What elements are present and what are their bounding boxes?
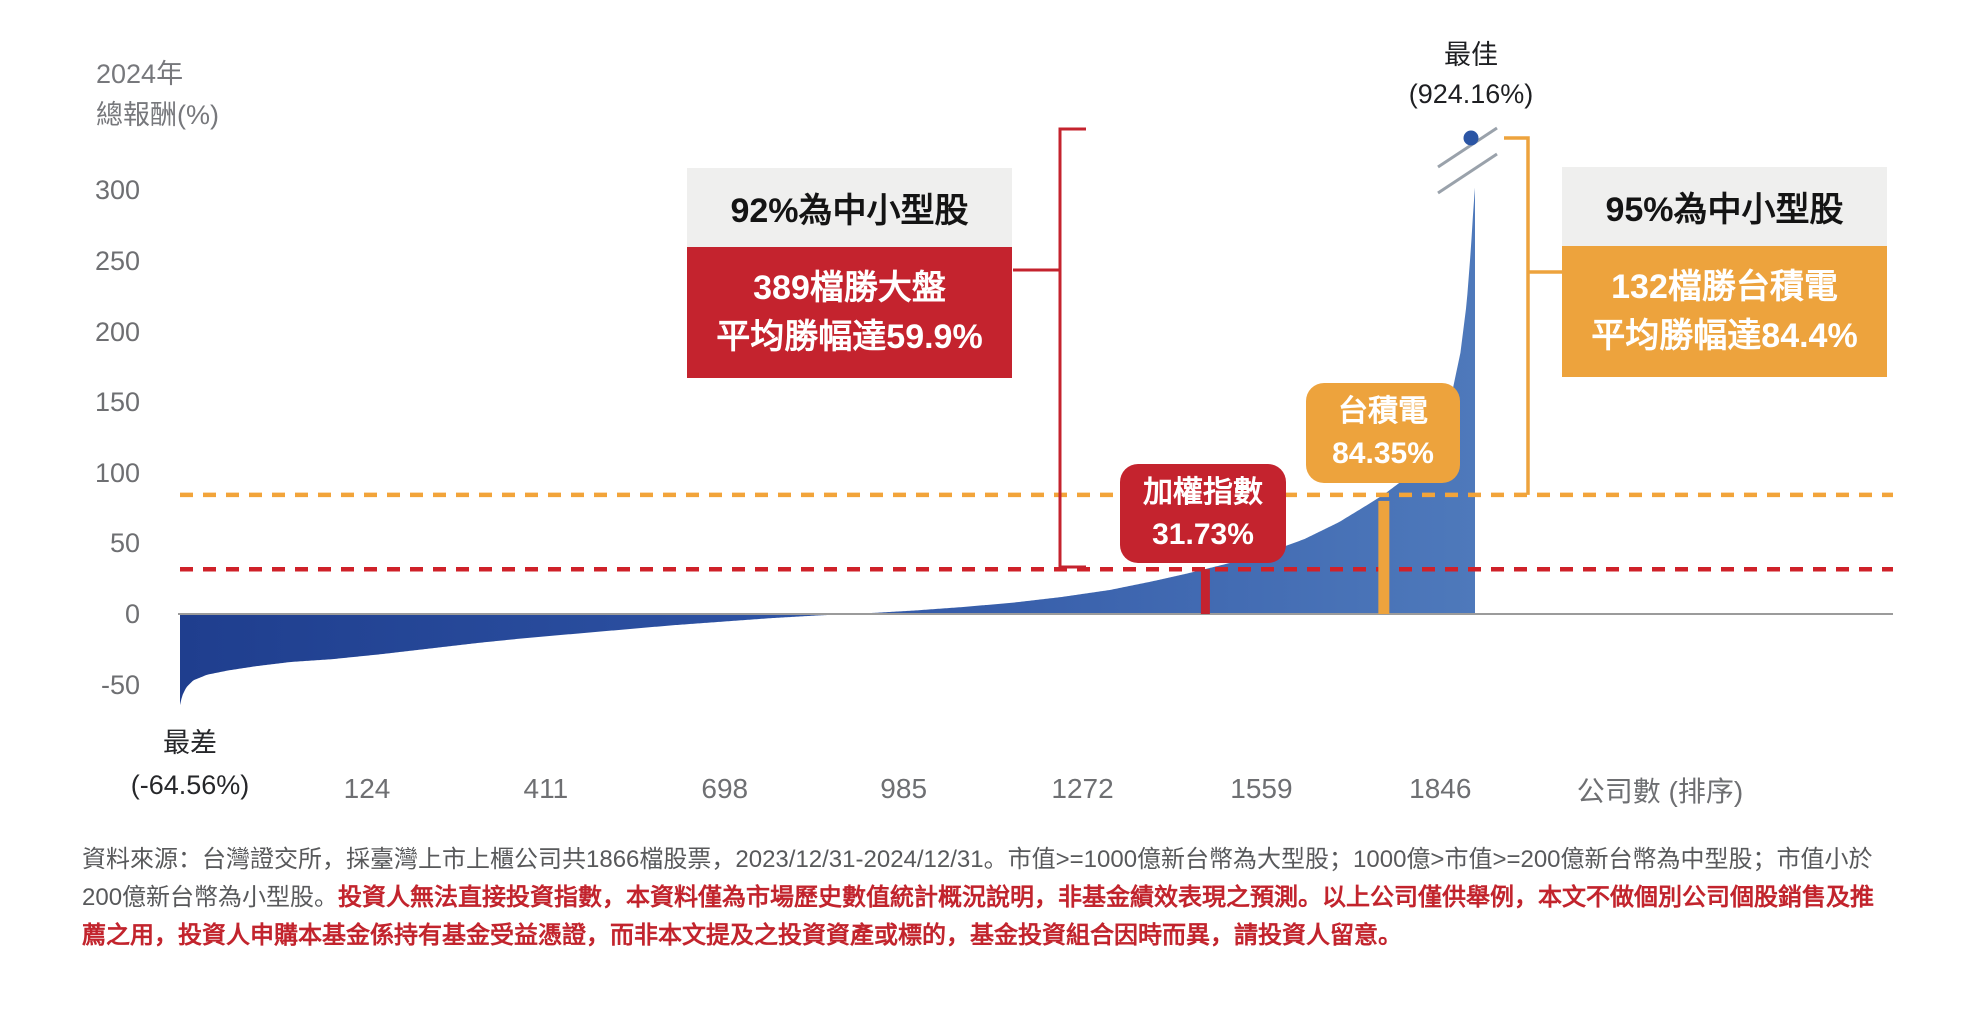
- y-axis-title-line1: 2024年: [96, 59, 184, 89]
- x-tick-124: 124: [343, 773, 391, 804]
- worst-value: (-64.56%): [130, 770, 250, 800]
- x-axis-label: 公司數 (排序): [1576, 776, 1744, 807]
- best-label: 最佳 (924.16%): [1361, 36, 1581, 114]
- beat-tsmc-line2: 平均勝幅達84.4%: [1591, 316, 1858, 355]
- beat-index-line1: 389檔勝大盤: [753, 268, 946, 307]
- x-tick-1272: 1272: [1051, 773, 1114, 804]
- y-tick-50: 50: [109, 528, 140, 559]
- axis-break-mark-1: [1437, 152, 1498, 195]
- x-tick-985: 985: [880, 773, 928, 804]
- beat-tsmc-body: 132檔勝台積電 平均勝幅達84.4%: [1562, 246, 1887, 377]
- tsmc-bar: [1378, 500, 1390, 614]
- y-tick-200: 200: [94, 316, 140, 347]
- footnote: 資料來源：台灣證交所，採臺灣上市上櫃公司共1866檔股票，2023/12/31-…: [82, 841, 1898, 955]
- y-tick-100: 100: [94, 457, 140, 488]
- beat-tsmc-bracket: [1504, 136, 1530, 495]
- best-title: 最佳: [1444, 40, 1498, 70]
- beat-tsmc-annotation: 95%為中小型股 132檔勝台積電 平均勝幅達84.4%: [1562, 167, 1887, 377]
- best-stock-dot: [1463, 130, 1479, 146]
- chart-plot-area: [178, 126, 1893, 706]
- footnote-disclaimer: 投資人無法直接投資指數，本資料僅為市場歷史數值統計概況說明，非基金績效表現之預測…: [82, 884, 1875, 949]
- weighted-index-name: 加權指數: [1143, 475, 1263, 509]
- x-tick-698: 698: [701, 773, 749, 804]
- y-tick-250: 250: [94, 246, 140, 276]
- y-axis-title-line2: 總報酬(%): [96, 100, 219, 130]
- y-tick-300: 300: [94, 175, 140, 206]
- beat-index-header: 92%為中小型股: [687, 168, 1012, 247]
- weighted-index-value: 31.73%: [1152, 517, 1254, 551]
- sorted-returns-area: [180, 187, 1475, 706]
- beat-tsmc-header: 95%為中小型股: [1562, 167, 1887, 246]
- tsmc-name: 台積電: [1338, 395, 1428, 428]
- y-tick-150: 150: [94, 387, 140, 418]
- beat-index-annotation: 92%為中小型股 389檔勝大盤 平均勝幅達59.9%: [687, 168, 1012, 378]
- worst-label: 最差 (-64.56%): [100, 722, 280, 806]
- tsmc-pill: 台積電 84.35%: [1306, 383, 1460, 483]
- footnote-source: 資料來源：台灣證交所，採臺灣上市上櫃公司共1866檔股票，2023/12/31-…: [82, 846, 1873, 911]
- y-tick-0: 0: [124, 599, 140, 629]
- x-tick-1846: 1846: [1409, 773, 1472, 804]
- axis-break-mark-2: [1437, 126, 1498, 169]
- worst-title: 最差: [163, 728, 217, 758]
- beat-index-bracket: [1058, 127, 1086, 569]
- beat-index-line2: 平均勝幅達59.9%: [716, 317, 983, 356]
- beat-tsmc-line1: 132檔勝台積電: [1611, 267, 1838, 306]
- tsmc-value: 84.35%: [1332, 437, 1434, 470]
- x-tick-1559: 1559: [1230, 773, 1293, 804]
- best-value: (924.16%): [1408, 79, 1534, 109]
- x-tick-411: 411: [523, 773, 569, 804]
- weighted-index-pill: 加權指數 31.73%: [1120, 464, 1286, 563]
- weighted-index-bar: [1200, 569, 1210, 614]
- beat-index-body: 389檔勝大盤 平均勝幅達59.9%: [687, 247, 1012, 378]
- y-axis-title: 2024年 總報酬(%): [96, 54, 219, 136]
- y-tick--50: -50: [100, 669, 140, 700]
